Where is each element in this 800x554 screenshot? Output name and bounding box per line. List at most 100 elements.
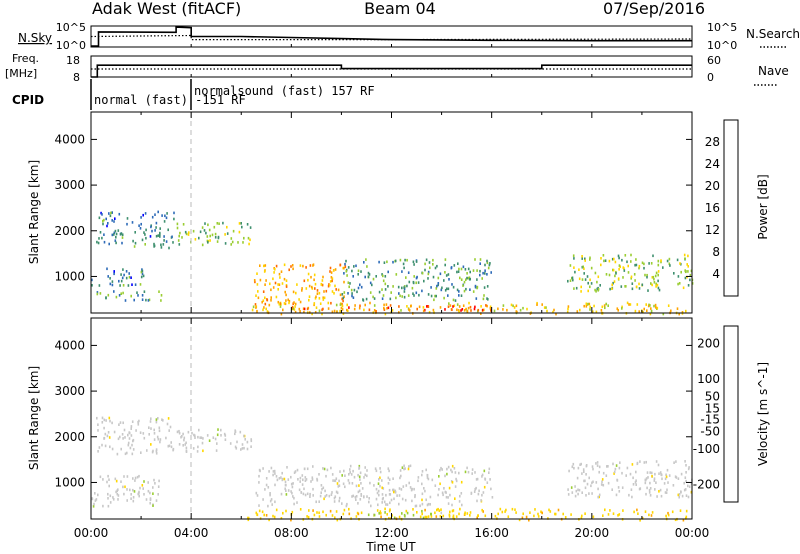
scatter-cell (126, 488, 128, 491)
scatter-cell (304, 479, 307, 482)
scatter-cell (196, 450, 199, 453)
scatter-cell (136, 291, 138, 294)
scatter-cell (603, 259, 605, 263)
scatter-cell (352, 296, 355, 299)
scatter-cell (128, 431, 131, 435)
scatter-cell (442, 493, 444, 497)
scatter-cell (265, 279, 267, 282)
scatter-cell (144, 243, 146, 246)
scatter-cell (107, 474, 109, 478)
scatter-cell (338, 484, 341, 487)
scatter-cell (573, 257, 575, 260)
scatter-cell (111, 447, 114, 451)
scatter-cell (121, 433, 124, 436)
scatter-cell (357, 286, 360, 290)
scatter-cell (424, 262, 426, 266)
scatter-cell (657, 463, 660, 467)
scatter-cell (274, 472, 276, 475)
scatter-cell (486, 273, 488, 276)
scatter-cell (504, 510, 506, 513)
scatter-cell (114, 217, 116, 220)
scatter-cell (666, 259, 669, 263)
scatter-cell (137, 492, 139, 496)
scatter-cell (416, 307, 418, 311)
scatter-cell (143, 493, 145, 496)
scatter-cell (609, 509, 611, 512)
scatter-cell (472, 269, 475, 272)
scatter-cell (265, 483, 268, 487)
scatter-cell (440, 288, 443, 292)
scatter-cell (463, 309, 466, 312)
scatter-cell (168, 246, 170, 250)
scatter-cell (536, 303, 538, 306)
scatter-cell (651, 283, 653, 287)
scatter-cell (138, 494, 140, 498)
scatter-cell (270, 498, 273, 501)
scatter-cell (491, 496, 494, 499)
colorbar-tick-3: 15 (705, 402, 720, 416)
scatter-cell (336, 310, 338, 314)
scatter-cell (631, 463, 634, 466)
scatter-cell (275, 264, 278, 268)
scatter-cell (580, 516, 583, 520)
scatter-cell (302, 264, 304, 268)
scatter-cell (486, 259, 488, 263)
scatter-cell (111, 283, 114, 287)
scatter-cell (654, 274, 657, 278)
scatter-cell (634, 480, 637, 484)
scatter-cell (396, 494, 398, 497)
scatter-cell (201, 441, 204, 445)
scatter-cell (299, 480, 301, 483)
scatter-cell (368, 497, 370, 500)
scatter-cell (115, 241, 117, 245)
scatter-cell (398, 515, 401, 519)
scatter-cell (354, 495, 357, 499)
scatter-cell (372, 295, 374, 299)
colorbar-tick-5: 24 (705, 157, 720, 171)
scatter-cell (459, 494, 461, 498)
scatter-cell (386, 260, 388, 264)
scatter-cell (291, 485, 294, 489)
scatter-cell (176, 430, 179, 434)
scatter-cell (455, 479, 458, 483)
scatter-cell (421, 482, 423, 486)
scatter-cell (318, 515, 321, 518)
scatter-cell (155, 499, 158, 502)
scatter-cell (583, 267, 585, 270)
scatter-cell (483, 308, 485, 312)
scatter-cell (134, 283, 137, 286)
scatter-cell (607, 513, 610, 516)
scatter-cell (292, 482, 294, 485)
scatter-cell (432, 263, 434, 266)
ytick-label-1: 2000 (54, 224, 85, 238)
scatter-cell (143, 290, 146, 293)
scatter-cell (214, 236, 217, 239)
scatter-cell (347, 281, 350, 284)
scatter-cell (343, 469, 345, 473)
colorbar-frame (723, 119, 739, 297)
scatter-cell (574, 494, 577, 498)
scatter-cell (614, 260, 617, 264)
scatter-cell (276, 478, 279, 482)
scatter-cell (490, 271, 492, 274)
scatter-cell (384, 282, 387, 286)
scatter-cell (100, 211, 102, 215)
scatter-cell (611, 287, 613, 290)
scatter-cell (605, 474, 608, 477)
scatter-cell (651, 474, 653, 478)
velocity-scatter (91, 416, 693, 522)
scatter-cell (216, 222, 219, 225)
scatter-cell (334, 479, 336, 482)
scatter-cell (682, 518, 685, 522)
scatter-cell (167, 444, 170, 448)
scatter-cell (292, 267, 294, 271)
scatter-cell (613, 280, 616, 283)
scatter-cell (138, 419, 140, 423)
scatter-cell (184, 443, 186, 446)
scatter-cell (159, 438, 162, 441)
scatter-cell (345, 270, 348, 273)
scatter-cell (349, 468, 351, 471)
scatter-cell (621, 305, 623, 309)
scatter-cell (103, 240, 106, 244)
scatter-cell (275, 475, 278, 478)
